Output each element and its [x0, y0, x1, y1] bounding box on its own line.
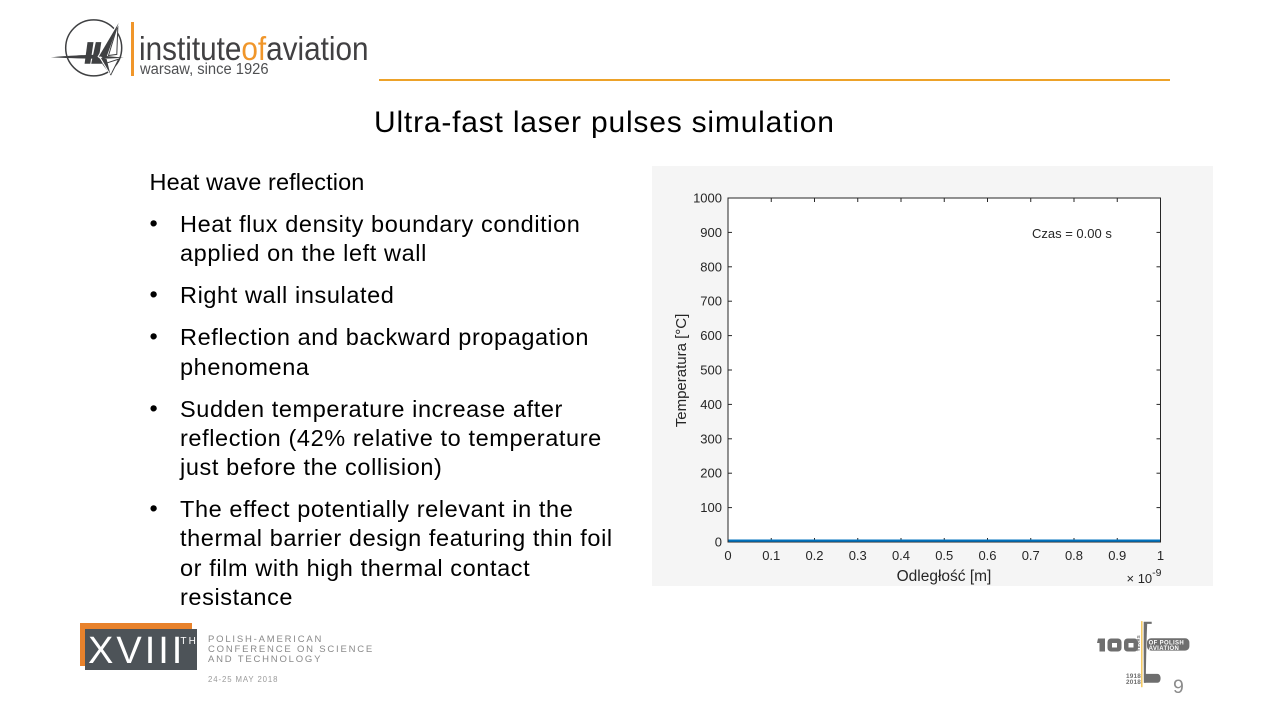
svg-text:Temperatura [°C]: Temperatura [°C] [673, 314, 690, 428]
svg-text:100: 100 [700, 500, 722, 515]
svg-text:0.2: 0.2 [805, 548, 823, 563]
svg-text:200: 200 [700, 466, 722, 481]
svg-text:300: 300 [700, 431, 722, 446]
svg-text:AVIATION: AVIATION [1149, 646, 1180, 652]
svg-text:0.9: 0.9 [1108, 548, 1126, 563]
svg-text:600: 600 [700, 328, 722, 343]
svg-text:800: 800 [700, 259, 722, 274]
svg-text:YEARS: YEARS [1136, 635, 1141, 651]
svg-text:900: 900 [700, 225, 722, 240]
svg-text:0: 0 [724, 548, 731, 563]
svg-text:OF POLISH: OF POLISH [1149, 641, 1185, 647]
svg-text:0.7: 0.7 [1022, 548, 1040, 563]
svg-text:Odległość [m]: Odległość [m] [897, 568, 992, 585]
svg-text:1000: 1000 [693, 191, 722, 206]
svg-text:Czas = 0.00 s: Czas = 0.00 s [1032, 226, 1112, 241]
svg-text:1918: 1918 [1126, 673, 1141, 680]
svg-text:0: 0 [715, 535, 722, 550]
svg-text:1: 1 [1157, 548, 1164, 563]
svg-text:0.1: 0.1 [762, 548, 780, 563]
svg-text:0.5: 0.5 [935, 548, 953, 563]
svg-text:0.4: 0.4 [892, 548, 910, 563]
svg-text:0.8: 0.8 [1065, 548, 1083, 563]
svg-text:700: 700 [700, 294, 722, 309]
svg-text:0.3: 0.3 [849, 548, 867, 563]
svg-text:2018: 2018 [1126, 679, 1141, 686]
svg-text:400: 400 [700, 397, 722, 412]
svg-text:0.6: 0.6 [978, 548, 996, 563]
svg-text:500: 500 [700, 363, 722, 378]
